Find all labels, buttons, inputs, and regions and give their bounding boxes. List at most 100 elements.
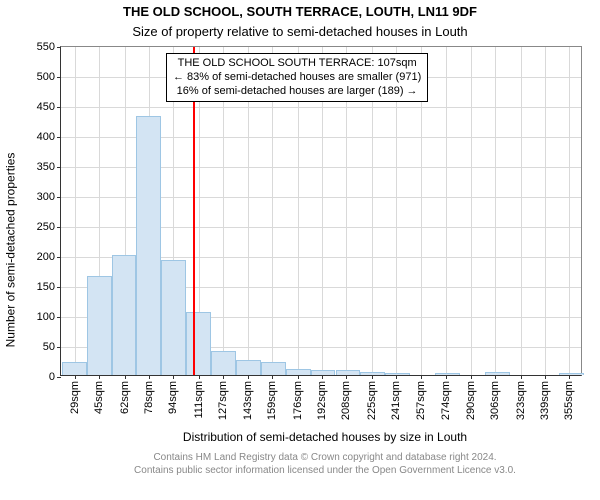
x-tick-mark [173, 375, 174, 379]
x-tick-mark [471, 375, 472, 379]
x-tick-mark [149, 375, 150, 379]
x-tick-mark [99, 375, 100, 379]
annotation-line: THE OLD SCHOOL SOUTH TERRACE: 107sqm [173, 57, 421, 71]
histogram-bar [485, 372, 510, 375]
y-tick-mark [57, 227, 61, 228]
x-tick-mark [75, 375, 76, 379]
y-tick-label: 100 [37, 311, 55, 323]
x-tick-label: 306sqm [489, 381, 501, 420]
histogram-bar [236, 360, 261, 375]
x-tick-label: 355sqm [563, 381, 575, 420]
y-tick-label: 200 [37, 251, 55, 263]
x-tick-label: 323sqm [515, 381, 527, 420]
x-axis-label: Distribution of semi-detached houses by … [60, 430, 590, 444]
x-tick-mark [322, 375, 323, 379]
y-tick-label: 500 [37, 71, 55, 83]
x-tick-mark [569, 375, 570, 379]
y-tick-label: 0 [49, 371, 55, 383]
y-tick-mark [57, 107, 61, 108]
y-tick-label: 150 [37, 281, 55, 293]
gridline-horizontal [61, 107, 581, 108]
x-tick-label: 111sqm [193, 381, 205, 419]
histogram-bar [385, 373, 410, 375]
y-tick-mark [57, 347, 61, 348]
x-tick-mark [248, 375, 249, 379]
x-tick-label: 143sqm [242, 381, 254, 420]
annotation-line: ← 83% of semi-detached houses are smalle… [173, 71, 421, 85]
x-tick-label: 208sqm [340, 381, 352, 420]
chart-container: THE OLD SCHOOL, SOUTH TERRACE, LOUTH, LN… [0, 0, 600, 500]
x-tick-label: 192sqm [316, 381, 328, 420]
y-tick-label: 400 [37, 131, 55, 143]
histogram-bar [211, 351, 236, 375]
x-tick-mark [125, 375, 126, 379]
x-tick-mark [446, 375, 447, 379]
histogram-bar [161, 260, 186, 375]
chart-subtitle: Size of property relative to semi-detach… [0, 24, 600, 39]
annotation-line: 16% of semi-detached houses are larger (… [173, 85, 421, 99]
x-tick-label: 78sqm [143, 381, 155, 414]
y-axis-label: Number of semi-detached properties [2, 0, 18, 500]
histogram-bar [112, 255, 137, 375]
y-tick-label: 300 [37, 191, 55, 203]
y-tick-label: 350 [37, 161, 55, 173]
y-tick-mark [57, 377, 61, 378]
x-tick-mark [521, 375, 522, 379]
histogram-bar [62, 362, 87, 375]
footer-line-1: Contains HM Land Registry data © Crown c… [60, 452, 590, 465]
x-tick-mark [298, 375, 299, 379]
x-tick-label: 241sqm [390, 381, 402, 420]
x-tick-mark [396, 375, 397, 379]
x-tick-mark [346, 375, 347, 379]
histogram-bar [87, 276, 112, 375]
plot-area: 05010015020025030035040045050055029sqm45… [60, 46, 582, 376]
x-tick-label: 62sqm [119, 381, 131, 414]
x-tick-label: 290sqm [465, 381, 477, 420]
y-tick-mark [57, 47, 61, 48]
gridline-vertical [446, 47, 447, 375]
x-tick-label: 225sqm [366, 381, 378, 420]
gridline-vertical [521, 47, 522, 375]
histogram-bar [186, 312, 211, 375]
x-tick-mark [545, 375, 546, 379]
y-tick-mark [57, 77, 61, 78]
histogram-bar [360, 372, 385, 375]
y-tick-mark [57, 137, 61, 138]
footer-line-2: Contains public sector information licen… [60, 465, 590, 478]
y-tick-label: 250 [37, 221, 55, 233]
gridline-vertical [75, 47, 76, 375]
x-tick-label: 127sqm [217, 381, 229, 420]
histogram-bar [136, 116, 161, 375]
y-tick-mark [57, 287, 61, 288]
y-tick-mark [57, 317, 61, 318]
histogram-bar [261, 362, 286, 375]
histogram-bar [435, 373, 460, 375]
gridline-vertical [495, 47, 496, 375]
x-tick-label: 339sqm [539, 381, 551, 420]
gridline-vertical [471, 47, 472, 375]
histogram-bar [336, 370, 361, 375]
chart-title: THE OLD SCHOOL, SOUTH TERRACE, LOUTH, LN… [0, 4, 600, 19]
histogram-bar [559, 373, 584, 375]
y-tick-mark [57, 257, 61, 258]
histogram-bar [311, 370, 336, 375]
x-tick-label: 29sqm [69, 381, 81, 414]
x-tick-mark [421, 375, 422, 379]
y-tick-label: 50 [43, 341, 55, 353]
x-tick-label: 176sqm [292, 381, 304, 420]
x-tick-mark [199, 375, 200, 379]
x-tick-label: 94sqm [167, 381, 179, 414]
histogram-bar [286, 369, 311, 375]
x-tick-mark [495, 375, 496, 379]
x-tick-mark [272, 375, 273, 379]
x-tick-mark [223, 375, 224, 379]
y-tick-label: 450 [37, 101, 55, 113]
x-tick-label: 45sqm [93, 381, 105, 414]
x-tick-label: 159sqm [266, 381, 278, 420]
x-tick-label: 274sqm [440, 381, 452, 420]
y-tick-label: 550 [37, 41, 55, 53]
gridline-vertical [545, 47, 546, 375]
y-tick-mark [57, 197, 61, 198]
x-tick-label: 257sqm [415, 381, 427, 420]
annotation-box: THE OLD SCHOOL SOUTH TERRACE: 107sqm← 83… [166, 53, 428, 102]
